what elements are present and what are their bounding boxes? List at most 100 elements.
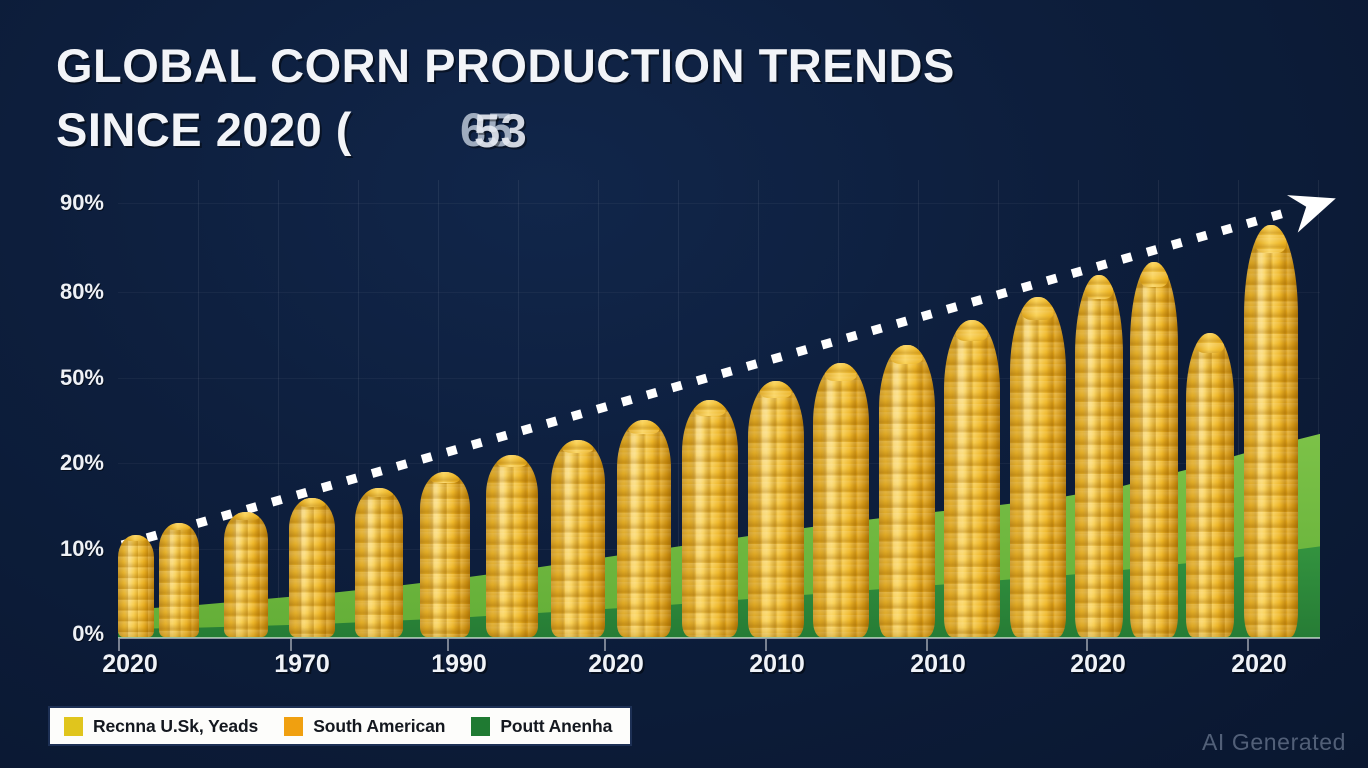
corn-cob-highlight <box>1140 284 1149 585</box>
corn-cob-tip <box>628 420 660 434</box>
corn-cob-highlight <box>891 362 901 597</box>
title-glyph-artifact-b: 53 <box>474 104 528 157</box>
x-axis-tick-label: 2020 <box>1231 650 1287 678</box>
corn-cob-tip <box>955 320 989 341</box>
corn-cob-highlight <box>956 339 966 593</box>
corn-cob-highlight <box>125 541 133 623</box>
corn-cob-tip <box>125 535 147 541</box>
swatch-yellow <box>64 716 83 736</box>
corn-cob-tip <box>1021 297 1055 320</box>
corn-cob-highlight <box>694 414 704 604</box>
corn-cob-bar <box>813 363 869 637</box>
corn-cob-bar <box>224 512 268 637</box>
x-axis-tick <box>447 639 449 651</box>
corn-cob-bar <box>944 320 1000 637</box>
corn-cob-tip <box>233 512 259 520</box>
corn-cob-bar <box>748 381 804 637</box>
corn-cob-highlight <box>1085 296 1094 587</box>
x-axis-tick <box>604 639 606 651</box>
corn-cob-highlight <box>1022 317 1032 590</box>
legend-item-label: Poutt Anenha <box>500 715 613 736</box>
x-axis-tick <box>290 639 292 651</box>
x-axis-tick-label: 2020 <box>588 650 644 678</box>
corn-cob-bar <box>1075 275 1123 637</box>
corn-cob-bar <box>1186 333 1234 637</box>
legend-item-label: Recnna U.Sk, Yeads <box>93 715 259 736</box>
corn-cob-highlight <box>233 519 242 620</box>
y-axis-tick-label: 0% <box>72 621 104 646</box>
corn-cob-bar <box>682 400 738 637</box>
corn-cob-highlight <box>1196 351 1205 595</box>
corn-cob-bar <box>879 345 935 637</box>
corn-cob-tip <box>562 440 594 453</box>
legend-item[interactable]: South American <box>284 716 445 737</box>
corn-cob-tip <box>496 455 528 467</box>
corn-cob-tip <box>824 363 858 381</box>
y-axis-tick-label: 20% <box>59 450 104 475</box>
corn-cob-bar <box>1244 225 1298 637</box>
x-axis-tick-label: 2010 <box>749 650 805 678</box>
legend-item[interactable]: Recnna U.Sk, Yeads <box>64 716 258 737</box>
y-axis-tick-label: 80% <box>59 279 104 304</box>
title-line-1: GLOBAL CORN PRODUCTION TRENDS <box>56 39 955 92</box>
corn-cob-highlight <box>299 506 307 618</box>
corn-cob-bar <box>355 488 403 637</box>
x-axis-tick-label: 2020 <box>1070 650 1126 678</box>
corn-cob-bar <box>486 455 538 637</box>
corn-cob-tip <box>1255 225 1287 253</box>
corn-cob-bar <box>420 472 470 637</box>
corn-cob-tip <box>1085 275 1113 299</box>
title-line-2: SINCE 2020 ( 65 53 <box>56 98 1176 162</box>
x-axis-tick <box>1086 639 1088 651</box>
watermark-label: AI Generated <box>1201 729 1346 755</box>
corn-cob-tip <box>298 498 326 507</box>
corn-cob-tip <box>890 345 924 364</box>
x-axis-tick-label: 2020 <box>102 650 158 678</box>
corn-cob-tip <box>693 400 727 416</box>
x-axis-tick <box>118 639 120 651</box>
corn-cob-highlight <box>562 451 573 610</box>
corn-cob-highlight <box>1255 249 1266 580</box>
corn-cob-bar <box>551 440 605 637</box>
y-axis-tick-label: 10% <box>59 536 104 561</box>
x-axis-tick <box>765 639 767 651</box>
legend-item[interactable]: Poutt Anenha <box>471 716 612 737</box>
corn-cob-highlight <box>431 481 440 614</box>
corn-cob-tip <box>1140 262 1168 287</box>
x-axis-tick-label: 1990 <box>431 650 487 678</box>
swatch-orange <box>284 716 304 736</box>
corn-cob-bar <box>118 535 154 637</box>
x-axis-baseline <box>118 637 1320 639</box>
chart-legend: Recnna U.Sk, Yeads South American Poutt An… <box>48 706 633 746</box>
y-axis: 90% 80% 50% 20% 10% 0% <box>0 180 104 646</box>
corn-cob-highlight <box>167 529 175 622</box>
corn-cob-highlight <box>825 379 835 599</box>
corn-cob-highlight <box>497 465 507 612</box>
corn-cob-bar <box>617 420 671 637</box>
corn-cob-tip <box>430 472 460 483</box>
corn-cob-bar <box>289 498 335 637</box>
x-axis-tick-label: 1970 <box>274 650 330 678</box>
corn-cob-tip <box>167 523 191 530</box>
corn-cob-tip <box>759 381 793 398</box>
x-axis-tick <box>926 639 928 651</box>
legend-item-label: South American <box>313 715 446 736</box>
x-axis-tick <box>1247 639 1249 651</box>
corn-cob-bar <box>159 523 199 637</box>
corn-cob-bar <box>1130 262 1178 637</box>
page-title: GLOBAL CORN PRODUCTION TRENDS SINCE 2020… <box>56 34 1176 162</box>
corn-cob-bar <box>1010 297 1066 637</box>
corn-cob-highlight <box>760 396 770 602</box>
y-axis-tick-label: 90% <box>59 190 104 215</box>
gridline-horizontal <box>118 203 1320 204</box>
corn-cob-tip <box>365 488 393 497</box>
title-glyph-artifact-a: 65 <box>460 103 514 156</box>
corn-cob-highlight <box>365 496 374 617</box>
gridline-vertical <box>1318 180 1319 638</box>
corn-cob-highlight <box>628 433 639 607</box>
corn-cob-tip <box>1196 333 1224 353</box>
y-axis-tick-label: 50% <box>59 365 104 390</box>
x-axis-tick-label: 2010 <box>910 650 966 678</box>
title-line-2-main: SINCE 2020 ( <box>56 103 352 156</box>
